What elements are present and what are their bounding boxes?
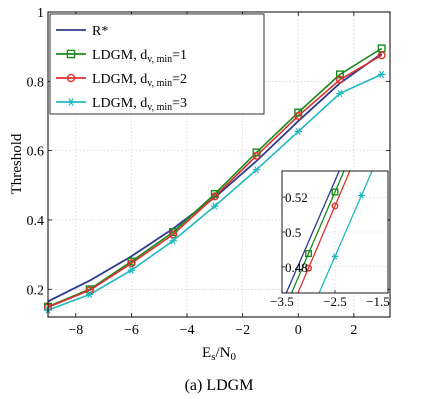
x-tick-label: 2 (350, 323, 357, 338)
y-axis-label: Threshold (9, 133, 25, 194)
inset-x-tick-label: −3.5 (270, 294, 294, 309)
legend-label-3: LDGM, dv, min=2 (92, 72, 187, 89)
inset-x-tick-label: −2.5 (323, 294, 347, 309)
inset-y-tick-label: 0.5 (285, 225, 301, 240)
y-tick-label: 1 (37, 6, 44, 21)
legend-label-4: LDGM, dv, min=3 (92, 96, 187, 113)
x-tick-label: −6 (124, 323, 139, 338)
y-tick-label: 0.6 (27, 145, 45, 160)
y-tick-label: 0.8 (27, 75, 45, 90)
x-tick-label: −2 (235, 323, 250, 338)
y-tick-label: 0.4 (27, 214, 45, 229)
figure-caption: (a) LDGM (185, 377, 254, 394)
x-tick-label: −8 (68, 323, 83, 338)
inset-y-tick-label: 0.52 (285, 190, 308, 205)
x-tick-label: 0 (295, 323, 302, 338)
inset-zoom: −3.5 −2.5 −1.5 0.48 0.5 0.52 (270, 171, 390, 309)
y-tick-label: 0.2 (27, 283, 45, 298)
legend-label-1: R* (92, 24, 108, 39)
x-tick-label: −4 (180, 323, 195, 338)
legend-label-2: LDGM, dv, min=1 (92, 48, 187, 65)
inset-x-tick-label: −1.5 (366, 294, 390, 309)
legend: R* LDGM, dv, min=1 LDGM, dv, min=2 LDGM, dv… (50, 14, 264, 114)
inset-y-tick-label: 0.48 (285, 260, 308, 275)
